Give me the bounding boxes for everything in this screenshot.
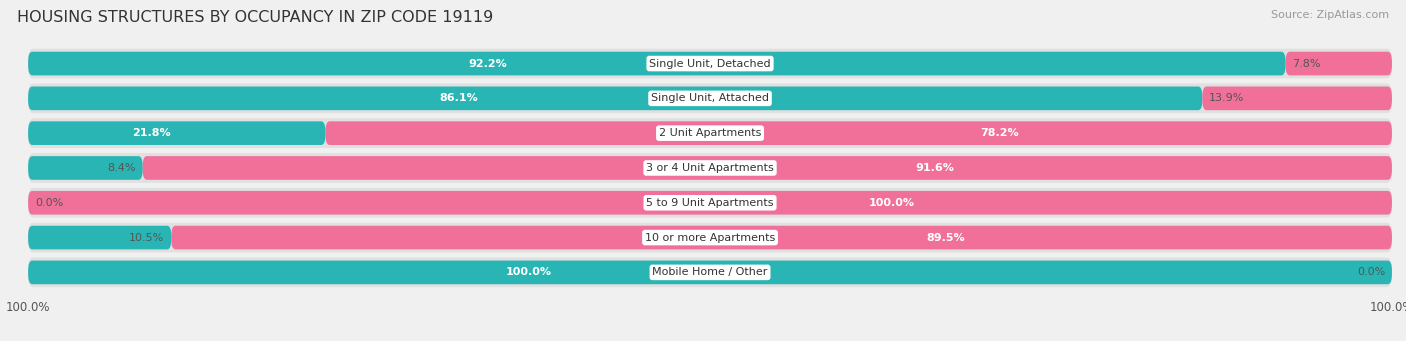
- FancyBboxPatch shape: [28, 257, 1392, 287]
- FancyBboxPatch shape: [28, 84, 1392, 113]
- Text: 0.0%: 0.0%: [35, 198, 63, 208]
- Text: 2 Unit Apartments: 2 Unit Apartments: [659, 128, 761, 138]
- Text: 78.2%: 78.2%: [980, 128, 1019, 138]
- Text: 89.5%: 89.5%: [927, 233, 965, 242]
- Text: 5 to 9 Unit Apartments: 5 to 9 Unit Apartments: [647, 198, 773, 208]
- Text: 92.2%: 92.2%: [468, 59, 508, 69]
- FancyBboxPatch shape: [28, 49, 1392, 78]
- FancyBboxPatch shape: [325, 121, 1392, 145]
- FancyBboxPatch shape: [28, 52, 1285, 75]
- Text: 21.8%: 21.8%: [132, 128, 170, 138]
- Text: 3 or 4 Unit Apartments: 3 or 4 Unit Apartments: [647, 163, 773, 173]
- FancyBboxPatch shape: [28, 118, 1392, 148]
- Text: 86.1%: 86.1%: [439, 93, 478, 103]
- FancyBboxPatch shape: [28, 153, 1392, 183]
- FancyBboxPatch shape: [28, 87, 1202, 110]
- Text: Source: ZipAtlas.com: Source: ZipAtlas.com: [1271, 10, 1389, 20]
- Text: 100.0%: 100.0%: [506, 267, 551, 277]
- FancyBboxPatch shape: [28, 223, 1392, 252]
- FancyBboxPatch shape: [28, 156, 142, 180]
- Text: 8.4%: 8.4%: [107, 163, 136, 173]
- FancyBboxPatch shape: [172, 226, 1392, 249]
- Text: Mobile Home / Other: Mobile Home / Other: [652, 267, 768, 277]
- Text: 10 or more Apartments: 10 or more Apartments: [645, 233, 775, 242]
- FancyBboxPatch shape: [1202, 87, 1392, 110]
- Text: 7.8%: 7.8%: [1292, 59, 1320, 69]
- Text: Single Unit, Detached: Single Unit, Detached: [650, 59, 770, 69]
- Text: HOUSING STRUCTURES BY OCCUPANCY IN ZIP CODE 19119: HOUSING STRUCTURES BY OCCUPANCY IN ZIP C…: [17, 10, 494, 25]
- FancyBboxPatch shape: [28, 226, 172, 249]
- FancyBboxPatch shape: [28, 261, 1392, 284]
- FancyBboxPatch shape: [142, 156, 1392, 180]
- Text: Single Unit, Attached: Single Unit, Attached: [651, 93, 769, 103]
- FancyBboxPatch shape: [28, 121, 325, 145]
- Text: 100.0%: 100.0%: [869, 198, 915, 208]
- Text: 10.5%: 10.5%: [129, 233, 165, 242]
- Text: 91.6%: 91.6%: [915, 163, 955, 173]
- FancyBboxPatch shape: [28, 191, 1392, 214]
- FancyBboxPatch shape: [28, 188, 1392, 218]
- Text: 13.9%: 13.9%: [1209, 93, 1244, 103]
- Text: 0.0%: 0.0%: [1357, 267, 1385, 277]
- FancyBboxPatch shape: [1285, 52, 1392, 75]
